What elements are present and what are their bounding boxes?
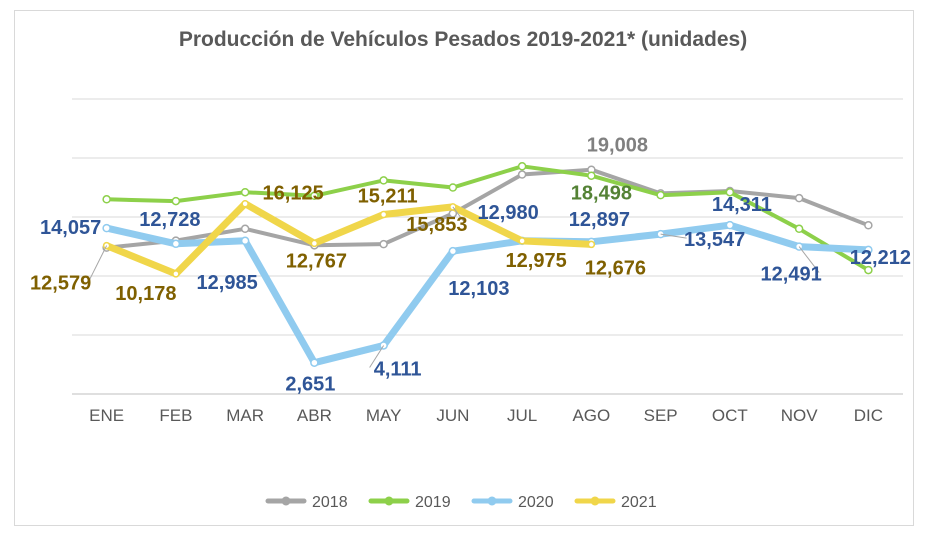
data-label-2021: 10,178 (115, 283, 176, 305)
data-label-2021: 12,975 (506, 250, 567, 272)
series-point-2021 (587, 240, 596, 249)
data-label-2020: 14,311 (712, 194, 772, 216)
data-label-leader (88, 245, 108, 282)
x-tick-label: ABR (297, 406, 332, 425)
series-point-2018 (379, 239, 388, 249)
series-point-2019 (102, 195, 111, 204)
chart-title: Producción de Vehículos Pesados 2019-202… (178, 28, 748, 51)
series-point-2019 (794, 224, 804, 234)
x-tick-label: FEB (159, 406, 192, 425)
x-tick-label: MAR (226, 406, 264, 425)
series-point-2019 (379, 176, 388, 185)
data-label-2020: 14,057 (40, 217, 101, 239)
series-point-2021 (172, 270, 180, 278)
legend-marker-2021 (590, 496, 600, 506)
series-point-2021 (241, 199, 249, 208)
series-point-2019 (171, 196, 181, 206)
data-label-2021: 15,853 (406, 214, 467, 236)
x-tick-label: JUL (507, 406, 537, 425)
data-label-2021: 12,676 (585, 257, 646, 279)
series-line-2021 (103, 200, 595, 278)
series-point-2019 (656, 190, 665, 200)
data-label-leader (660, 233, 687, 239)
series-point-2019 (725, 187, 735, 197)
series-point-2020 (864, 245, 873, 255)
legend-marker-2018 (281, 496, 291, 506)
series-point-2019 (310, 191, 319, 201)
data-label-2020: 12,728 (139, 209, 200, 231)
series-point-2020 (725, 220, 735, 230)
series-point-2019 (864, 265, 873, 275)
series-point-2018 (517, 170, 527, 179)
data-label-2018: 19,008 (587, 135, 648, 157)
series-line-2020 (103, 221, 872, 367)
x-tick-label: NOV (781, 406, 819, 425)
series-point-2020 (102, 223, 111, 233)
data-label-2020: 12,491 (761, 264, 822, 286)
series-point-2019 (240, 187, 250, 197)
series-line-2019 (104, 164, 871, 273)
legend-marker-2020 (487, 496, 497, 506)
series-point-2020 (171, 239, 181, 249)
x-tick-label: JUN (436, 406, 469, 425)
series-point-2020 (310, 358, 319, 367)
data-label-leader (452, 206, 466, 224)
data-label-2020: 12,103 (448, 278, 509, 300)
x-tick-label: AGO (572, 406, 610, 425)
data-label-2020: 12,897 (569, 209, 630, 231)
x-tick-label: ENE (89, 406, 124, 425)
series-line-2018 (104, 167, 871, 250)
legend-label-2018: 2018 (312, 494, 348, 511)
data-label-2021: 12,579 (30, 273, 91, 295)
legend-label-2021: 2021 (621, 494, 657, 511)
x-tick-label: SEP (644, 406, 678, 425)
data-label-leader (369, 345, 385, 368)
series-point-2021 (310, 239, 319, 248)
series-point-2018 (240, 224, 250, 234)
legend-label-2019: 2019 (415, 494, 451, 511)
series-point-2019 (448, 183, 458, 192)
series-point-2019 (517, 162, 527, 171)
series-point-2020 (448, 246, 458, 256)
series-point-2020 (240, 236, 250, 246)
data-label-2019: 18,498 (571, 183, 632, 205)
series-point-2021 (379, 210, 388, 219)
data-label-2020: 2,651 (285, 374, 335, 396)
data-label-2021: 12,767 (286, 250, 347, 272)
series-point-2019 (587, 171, 596, 180)
series-point-2021 (518, 237, 526, 245)
data-label-2020: 12,212 (850, 247, 911, 269)
data-label-2020: 13,547 (684, 229, 745, 251)
data-label-2020: 12,980 (478, 202, 539, 224)
data-label-2021: 15,211 (358, 186, 418, 208)
x-tick-label: MAY (366, 406, 402, 425)
data-label-2021: 16,125 (263, 183, 324, 205)
data-label-leader (798, 246, 820, 273)
x-tick-label: OCT (712, 406, 748, 425)
legend-label-2020: 2020 (518, 494, 554, 511)
data-label-2020: 4,111 (374, 358, 422, 380)
series-point-2018 (864, 221, 873, 230)
series-point-2018 (794, 193, 804, 203)
legend-marker-2019 (384, 496, 394, 506)
data-label-2020: 12,985 (197, 272, 258, 294)
x-tick-label: DIC (854, 406, 883, 425)
